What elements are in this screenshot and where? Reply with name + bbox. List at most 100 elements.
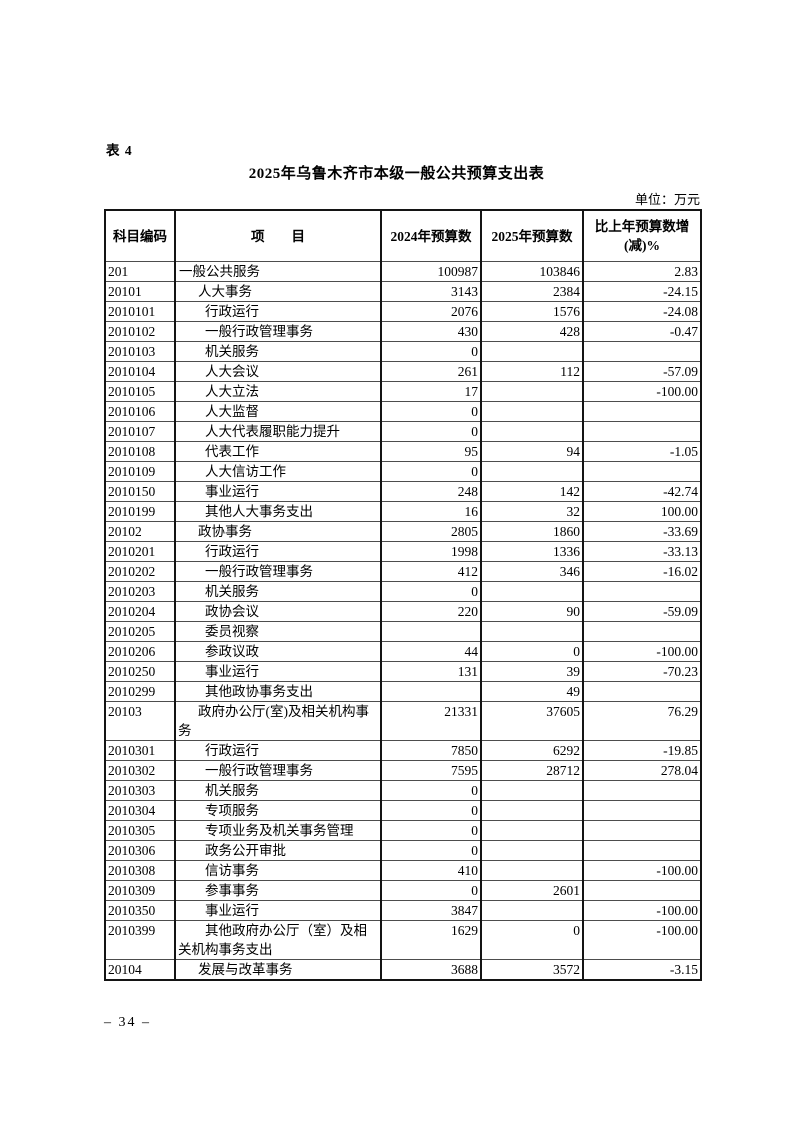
row-code-cell: 2010150 xyxy=(104,481,176,502)
row-item-cell: 委员视察 xyxy=(174,621,382,642)
row-change-percent-cell: 2.83 xyxy=(582,261,702,282)
row-item-cell: 人大事务 xyxy=(174,281,382,302)
row-2024-budget-cell: 0 xyxy=(380,461,482,482)
table-row: 20103 政府办公厅(室)及相关机构事务 21331 37605 76.29 xyxy=(104,701,702,741)
row-code-cell: 2010108 xyxy=(104,441,176,462)
row-code-cell: 2010302 xyxy=(104,760,176,781)
row-change-percent-cell: -59.09 xyxy=(582,601,702,622)
row-item-cell: 行政运行 xyxy=(174,541,382,562)
row-2024-budget-cell: 0 xyxy=(380,401,482,422)
table-row: 2010399 其他政府办公厅（室）及相关机构事务支出 1629 0 -100.00 xyxy=(104,920,702,960)
row-change-percent-cell: -100.00 xyxy=(582,381,702,402)
table-row: 2010308 信访事务 410 -100.00 xyxy=(104,860,702,881)
row-2024-budget-cell: 261 xyxy=(380,361,482,382)
row-2024-budget-cell: 95 xyxy=(380,441,482,462)
row-2025-budget-cell xyxy=(480,820,584,841)
row-2024-budget-cell: 44 xyxy=(380,641,482,662)
row-change-percent-cell: -70.23 xyxy=(582,661,702,682)
row-2024-budget-cell: 3688 xyxy=(380,959,482,981)
row-2025-budget-cell: 0 xyxy=(480,641,584,662)
row-2025-budget-cell xyxy=(480,581,584,602)
row-2024-budget-cell: 3847 xyxy=(380,900,482,921)
row-2025-budget-cell: 28712 xyxy=(480,760,584,781)
row-code-cell: 2010350 xyxy=(104,900,176,921)
table-row: 2010301 行政运行 7850 6292 -19.85 xyxy=(104,740,702,761)
row-code-cell: 2010102 xyxy=(104,321,176,342)
row-change-percent-cell: -100.00 xyxy=(582,860,702,881)
table-row: 2010306 政务公开审批 0 xyxy=(104,840,702,861)
budget-table: 科目编码 项 目 2024年预算数 2025年预算数 比上年预算数增 (减)% … xyxy=(104,209,702,981)
row-item-cell: 机关服务 xyxy=(174,341,382,362)
row-item-cell: 行政运行 xyxy=(174,301,382,322)
row-2024-budget-cell: 0 xyxy=(380,581,482,602)
column-header-code: 科目编码 xyxy=(104,209,176,262)
row-change-percent-cell xyxy=(582,421,702,442)
row-2025-budget-cell: 39 xyxy=(480,661,584,682)
row-change-percent-cell: -42.74 xyxy=(582,481,702,502)
row-item-cell: 行政运行 xyxy=(174,740,382,761)
row-change-percent-cell xyxy=(582,401,702,422)
table-row: 2010199 其他人大事务支出 16 32 100.00 xyxy=(104,501,702,522)
row-2025-budget-cell xyxy=(480,341,584,362)
table-row: 2010203 机关服务 0 xyxy=(104,581,702,602)
row-item-cell: 政协事务 xyxy=(174,521,382,542)
row-2025-budget-cell: 32 xyxy=(480,501,584,522)
row-code-cell: 2010103 xyxy=(104,341,176,362)
row-2024-budget-cell: 0 xyxy=(380,840,482,861)
row-code-cell: 2010205 xyxy=(104,621,176,642)
row-code-cell: 2010203 xyxy=(104,581,176,602)
row-change-percent-cell: -1.05 xyxy=(582,441,702,462)
row-2025-budget-cell: 112 xyxy=(480,361,584,382)
unit-label: 单位：万元 xyxy=(634,192,700,207)
row-2024-budget-cell: 17 xyxy=(380,381,482,402)
table-row: 2010105 人大立法 17 -100.00 xyxy=(104,381,702,402)
row-2024-budget-cell: 7595 xyxy=(380,760,482,781)
row-2024-budget-cell: 0 xyxy=(380,341,482,362)
row-2025-budget-cell: 3572 xyxy=(480,959,584,981)
row-code-cell: 2010106 xyxy=(104,401,176,422)
row-change-percent-cell: -0.47 xyxy=(582,321,702,342)
row-code-cell: 2010206 xyxy=(104,641,176,662)
row-item-cell: 政务公开审批 xyxy=(174,840,382,861)
row-item-cell: 其他政府办公厅（室）及相关机构事务支出 xyxy=(174,920,382,960)
table-row: 2010108 代表工作 95 94 -1.05 xyxy=(104,441,702,462)
row-change-percent-cell xyxy=(582,840,702,861)
row-change-percent-cell xyxy=(582,581,702,602)
row-change-percent-cell: -100.00 xyxy=(582,900,702,921)
row-change-percent-cell: -33.69 xyxy=(582,521,702,542)
row-code-cell: 2010304 xyxy=(104,800,176,821)
table-row: 2010303 机关服务 0 xyxy=(104,780,702,801)
row-item-cell: 事业运行 xyxy=(174,661,382,682)
row-2024-budget-cell: 220 xyxy=(380,601,482,622)
row-item-cell: 专项服务 xyxy=(174,800,382,821)
row-code-cell: 2010109 xyxy=(104,461,176,482)
row-change-percent-cell: -33.13 xyxy=(582,541,702,562)
row-item-cell: 信访事务 xyxy=(174,860,382,881)
row-change-percent-cell: 100.00 xyxy=(582,501,702,522)
row-2025-budget-cell: 1336 xyxy=(480,541,584,562)
table-row: 2010302 一般行政管理事务 7595 28712 278.04 xyxy=(104,760,702,781)
table-row: 2010304 专项服务 0 xyxy=(104,800,702,821)
row-2024-budget-cell: 21331 xyxy=(380,701,482,741)
row-code-cell: 2010250 xyxy=(104,661,176,682)
row-change-percent-cell: -16.02 xyxy=(582,561,702,582)
row-2024-budget-cell: 430 xyxy=(380,321,482,342)
row-change-percent-cell: -19.85 xyxy=(582,740,702,761)
row-2025-budget-cell xyxy=(480,800,584,821)
row-item-cell: 事业运行 xyxy=(174,900,382,921)
table-row: 2010106 人大监督 0 xyxy=(104,401,702,422)
row-code-cell: 2010299 xyxy=(104,681,176,702)
row-code-cell: 2010301 xyxy=(104,740,176,761)
row-2024-budget-cell: 2805 xyxy=(380,521,482,542)
table-row: 2010250 事业运行 131 39 -70.23 xyxy=(104,661,702,682)
row-item-cell: 机关服务 xyxy=(174,780,382,801)
row-2025-budget-cell: 94 xyxy=(480,441,584,462)
row-2025-budget-cell xyxy=(480,860,584,881)
row-2025-budget-cell xyxy=(480,421,584,442)
row-2025-budget-cell: 49 xyxy=(480,681,584,702)
row-2024-budget-cell: 1629 xyxy=(380,920,482,960)
budget-table-body: 201 一般公共服务 100987 103846 2.83 20101 人大事务 3143 23… xyxy=(104,261,702,981)
row-2024-budget-cell: 0 xyxy=(380,880,482,901)
table-row: 2010350 事业运行 3847 -100.00 xyxy=(104,900,702,921)
